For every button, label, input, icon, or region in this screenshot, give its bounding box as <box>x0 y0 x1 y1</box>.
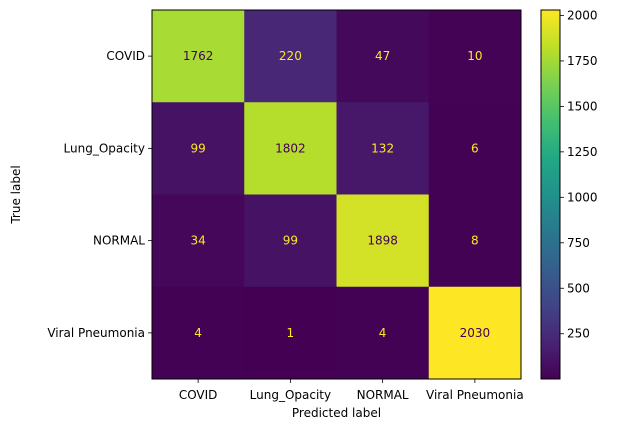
colorbar-tick-label: 750 <box>567 236 590 250</box>
x-axis-label: Predicted label <box>292 406 381 420</box>
y-tick-label: COVID <box>106 49 145 63</box>
cell-value-label: 1802 <box>275 141 306 155</box>
heatmap-cell <box>244 10 337 103</box>
heatmap-cell <box>152 194 245 288</box>
heatmap-cell <box>152 102 245 195</box>
cell-value-label: 4 <box>194 326 202 340</box>
cell-value-label: 99 <box>190 141 205 155</box>
cell-value-label: 6 <box>471 141 479 155</box>
colorbar-tick-label: 1000 <box>567 190 598 204</box>
colorbar-ticks: 250 500 750 1000 1250 1500 1750 2000 <box>560 8 598 341</box>
x-tick-label: COVID <box>179 388 218 402</box>
heatmap-cell <box>336 194 430 288</box>
heatmap-cell <box>428 194 522 288</box>
heatmap-cell <box>152 10 245 103</box>
y-tick-label: NORMAL <box>93 234 145 248</box>
y-tick-label: Lung_Opacity <box>64 141 145 155</box>
cell-value-label: 4 <box>379 326 387 340</box>
x-tick-label: NORMAL <box>357 388 409 402</box>
heatmap-cell <box>428 10 522 103</box>
cell-value-label: 99 <box>283 234 298 248</box>
plot-frame <box>151 9 522 380</box>
heatmap-cell <box>244 286 337 380</box>
cell-value-label: 10 <box>467 49 482 63</box>
colorbar-tick-label: 2000 <box>567 8 598 22</box>
y-tick-label: Viral Pneumonia <box>47 326 145 340</box>
x-tick-label: Lung_Opacity <box>250 388 331 402</box>
heatmap-cell <box>152 286 245 380</box>
cell-value-label: 2030 <box>460 326 491 340</box>
heatmap-cell <box>244 102 337 195</box>
heatmap-cell <box>428 286 522 380</box>
heatmap-cell <box>428 102 522 195</box>
cell-value-label: 34 <box>190 234 205 248</box>
cell-value-label: 1898 <box>367 234 398 248</box>
y-axis-label: True label <box>9 165 23 224</box>
cell-value-label: 1 <box>287 326 295 340</box>
cell-value-label: 132 <box>371 141 394 155</box>
colorbar-tick-label: 250 <box>567 327 590 341</box>
colorbar-tick-label: 500 <box>567 281 590 295</box>
colorbar-tick-label: 1250 <box>567 145 598 159</box>
cell-value-label: 47 <box>375 49 390 63</box>
colorbar-tick-label: 1500 <box>567 99 598 113</box>
y-axis: COVID Lung_Opacity NORMAL Viral Pneumonia <box>47 49 152 340</box>
cell-value-label: 1762 <box>183 49 214 63</box>
x-tick-label: Viral Pneumonia <box>426 388 524 402</box>
x-axis: COVID Lung_Opacity NORMAL Viral Pneumonia <box>179 379 524 402</box>
colorbar-tick-label: 1750 <box>567 54 598 68</box>
heatmap-cell <box>336 286 430 380</box>
heatmap-cell <box>336 102 430 195</box>
heatmap-cells <box>152 10 522 380</box>
colorbar <box>540 9 561 380</box>
heatmap-cell <box>244 194 337 288</box>
heatmap-cell <box>336 10 430 103</box>
cell-value-labels: 1762 220 47 10 99 1802 132 6 34 99 1898 8 4 1 4 2030 <box>183 49 490 340</box>
cell-value-label: 8 <box>471 234 479 248</box>
cell-value-label: 220 <box>279 49 302 63</box>
